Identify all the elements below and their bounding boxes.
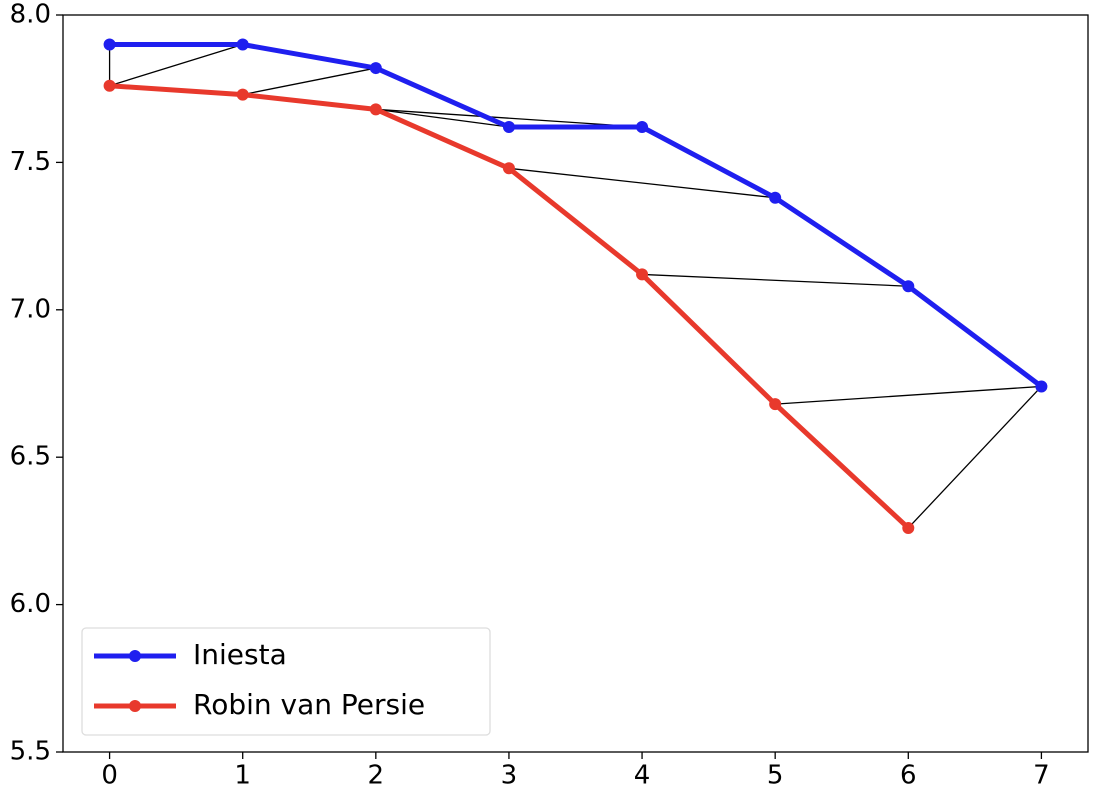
point	[369, 103, 382, 116]
y-tick-label: 7.0	[10, 294, 51, 324]
x-tick-label: 7	[1033, 761, 1050, 791]
connection-line	[375, 108, 510, 128]
legend-box	[81, 627, 491, 736]
legend-marker	[129, 650, 141, 662]
connection-line	[375, 108, 643, 128]
point	[502, 121, 515, 134]
point	[1035, 380, 1048, 393]
series-line	[109, 83, 910, 530]
connection-line	[775, 385, 1042, 405]
series-line	[109, 41, 1043, 389]
y-tick-label: 6.5	[10, 442, 51, 472]
point	[369, 62, 382, 75]
point	[236, 88, 249, 101]
x-tick-label: 5	[767, 761, 784, 791]
point	[103, 38, 116, 51]
point	[636, 121, 649, 134]
legend-label: Iniesta	[193, 638, 287, 671]
y-tick-label: 7.5	[10, 147, 51, 177]
plot-frame	[62, 14, 1089, 753]
point	[636, 268, 649, 281]
legend-label: Robin van Persie	[193, 688, 425, 721]
y-tick-label: 6.0	[10, 589, 51, 619]
point	[902, 280, 915, 293]
x-tick-label: 4	[634, 761, 651, 791]
point	[502, 162, 515, 175]
x-tick-label: 0	[101, 761, 118, 791]
legend-marker	[129, 700, 141, 712]
point	[902, 521, 915, 534]
connection-line	[642, 273, 909, 287]
point	[769, 191, 782, 204]
x-tick-label: 6	[900, 761, 917, 791]
point	[236, 38, 249, 51]
y-tick-label: 8.0	[10, 0, 51, 30]
x-tick-label: 1	[234, 761, 251, 791]
x-tick-label: 3	[501, 761, 518, 791]
point	[769, 398, 782, 411]
connection-line	[109, 43, 243, 87]
y-tick-label: 5.5	[10, 737, 51, 767]
point	[103, 79, 116, 92]
x-tick-label: 2	[368, 761, 385, 791]
connection-line	[508, 167, 776, 199]
connection-line	[907, 386, 1042, 529]
connection-line	[242, 67, 376, 96]
